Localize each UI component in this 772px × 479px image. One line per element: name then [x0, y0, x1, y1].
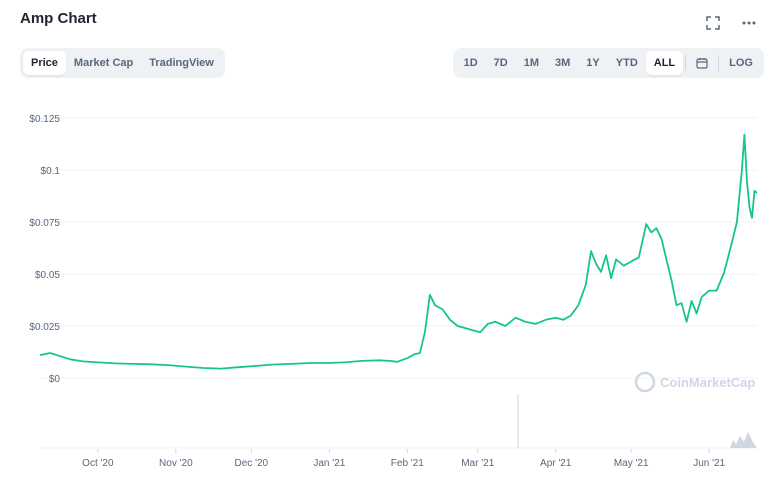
x-axis-ticks: Oct '20 Nov '20 Dec '20 Jan '21 Feb '21 Mar '… — [82, 449, 726, 469]
y-tick-label: $0.05 — [35, 270, 60, 281]
range-1y[interactable]: 1Y — [586, 57, 600, 69]
range-tabs: 1D 7D 1M 3M 1Y YTD ALL LOG — [452, 48, 764, 78]
x-tick-label: Jan '21 — [313, 458, 345, 469]
y-tick-label: $0.075 — [29, 218, 60, 229]
x-tick-label: Apr '21 — [540, 458, 572, 469]
coinmarketcap-logo-icon — [634, 371, 656, 393]
range-divider-2 — [718, 55, 720, 71]
x-tick-label: May '21 — [614, 458, 649, 469]
y-tick-label: $0 — [49, 374, 61, 385]
price-line — [39, 133, 758, 370]
more-horizontal-icon[interactable] — [740, 14, 758, 32]
watermark: CoinMarketCap — [634, 371, 755, 393]
x-tick-label: Oct '20 — [82, 458, 114, 469]
expand-icon[interactable] — [704, 14, 722, 32]
x-tick-label: Nov '20 — [159, 458, 193, 469]
watermark-text: CoinMarketCap — [660, 375, 755, 390]
range-divider — [685, 55, 687, 71]
x-tick-label: Feb '21 — [391, 458, 424, 469]
tab-tradingview[interactable]: TradingView — [149, 57, 214, 69]
range-1d[interactable]: 1D — [463, 57, 478, 69]
y-axis-ticks: $0 $0.025 $0.05 $0.075 $0.1 $0.125 — [29, 114, 60, 385]
range-1m[interactable]: 1M — [523, 57, 540, 69]
y-tick-label: $0.125 — [29, 114, 60, 125]
log-toggle[interactable]: LOG — [729, 57, 753, 69]
top-icons — [704, 14, 758, 32]
range-all[interactable]: ALL — [645, 51, 684, 75]
tab-market-cap[interactable]: Market Cap — [73, 57, 134, 69]
range-7d[interactable]: 7D — [493, 57, 508, 69]
x-tick-label: Dec '20 — [235, 458, 269, 469]
tab-price[interactable]: Price — [23, 51, 66, 75]
volume-bars — [40, 394, 757, 449]
calendar-icon[interactable] — [688, 51, 716, 75]
y-tick-label: $0.025 — [29, 322, 60, 333]
range-ytd[interactable]: YTD — [615, 57, 638, 69]
volume-area — [730, 432, 757, 448]
chart-grid — [40, 117, 757, 379]
x-tick-label: Mar '21 — [461, 458, 494, 469]
x-tick-label: Jun '21 — [693, 458, 725, 469]
range-3m[interactable]: 3M — [555, 57, 571, 69]
y-tick-label: $0.1 — [41, 166, 61, 177]
chart-title: Amp Chart — [20, 10, 97, 27]
view-tabs: Price Market Cap TradingView — [20, 48, 225, 78]
price-series — [39, 133, 758, 370]
